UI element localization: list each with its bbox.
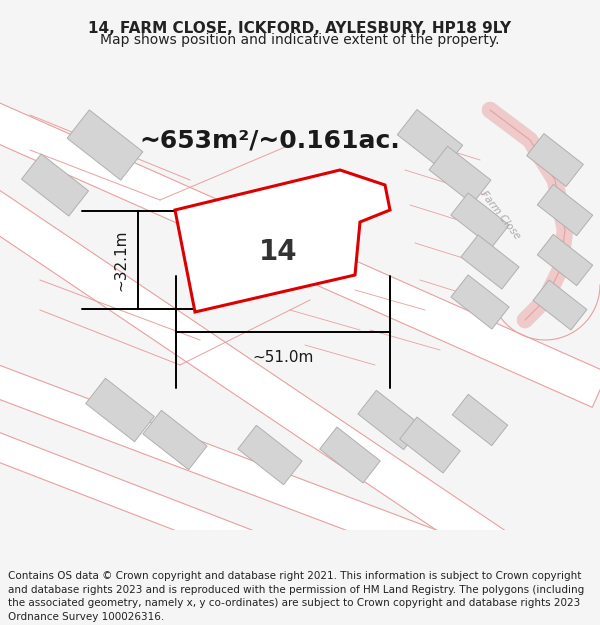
Polygon shape	[238, 426, 302, 484]
Polygon shape	[175, 170, 390, 312]
Polygon shape	[143, 411, 207, 469]
Polygon shape	[0, 184, 511, 566]
Polygon shape	[0, 98, 600, 408]
Polygon shape	[537, 234, 593, 286]
Polygon shape	[451, 193, 509, 247]
Polygon shape	[397, 109, 463, 171]
Polygon shape	[537, 184, 593, 236]
Polygon shape	[452, 394, 508, 446]
Polygon shape	[86, 378, 154, 442]
Text: Contains OS data © Crown copyright and database right 2021. This information is : Contains OS data © Crown copyright and d…	[8, 571, 584, 622]
Text: 14, FARM CLOSE, ICKFORD, AYLESBURY, HP18 9LY: 14, FARM CLOSE, ICKFORD, AYLESBURY, HP18…	[88, 21, 512, 36]
Polygon shape	[429, 146, 491, 204]
Text: ~653m²/~0.161ac.: ~653m²/~0.161ac.	[140, 128, 400, 152]
Polygon shape	[320, 427, 380, 483]
Polygon shape	[400, 417, 460, 473]
Text: 14: 14	[259, 238, 298, 266]
Polygon shape	[0, 427, 425, 623]
Polygon shape	[22, 154, 88, 216]
Polygon shape	[358, 391, 422, 449]
Polygon shape	[533, 280, 587, 330]
Polygon shape	[461, 235, 519, 289]
Text: ~32.1m: ~32.1m	[113, 229, 128, 291]
Text: Map shows position and indicative extent of the property.: Map shows position and indicative extent…	[100, 33, 500, 47]
Polygon shape	[0, 360, 556, 605]
Polygon shape	[527, 134, 583, 186]
Polygon shape	[67, 110, 143, 180]
Polygon shape	[451, 275, 509, 329]
Text: Farm Close: Farm Close	[478, 189, 522, 241]
Text: ~51.0m: ~51.0m	[253, 350, 314, 365]
